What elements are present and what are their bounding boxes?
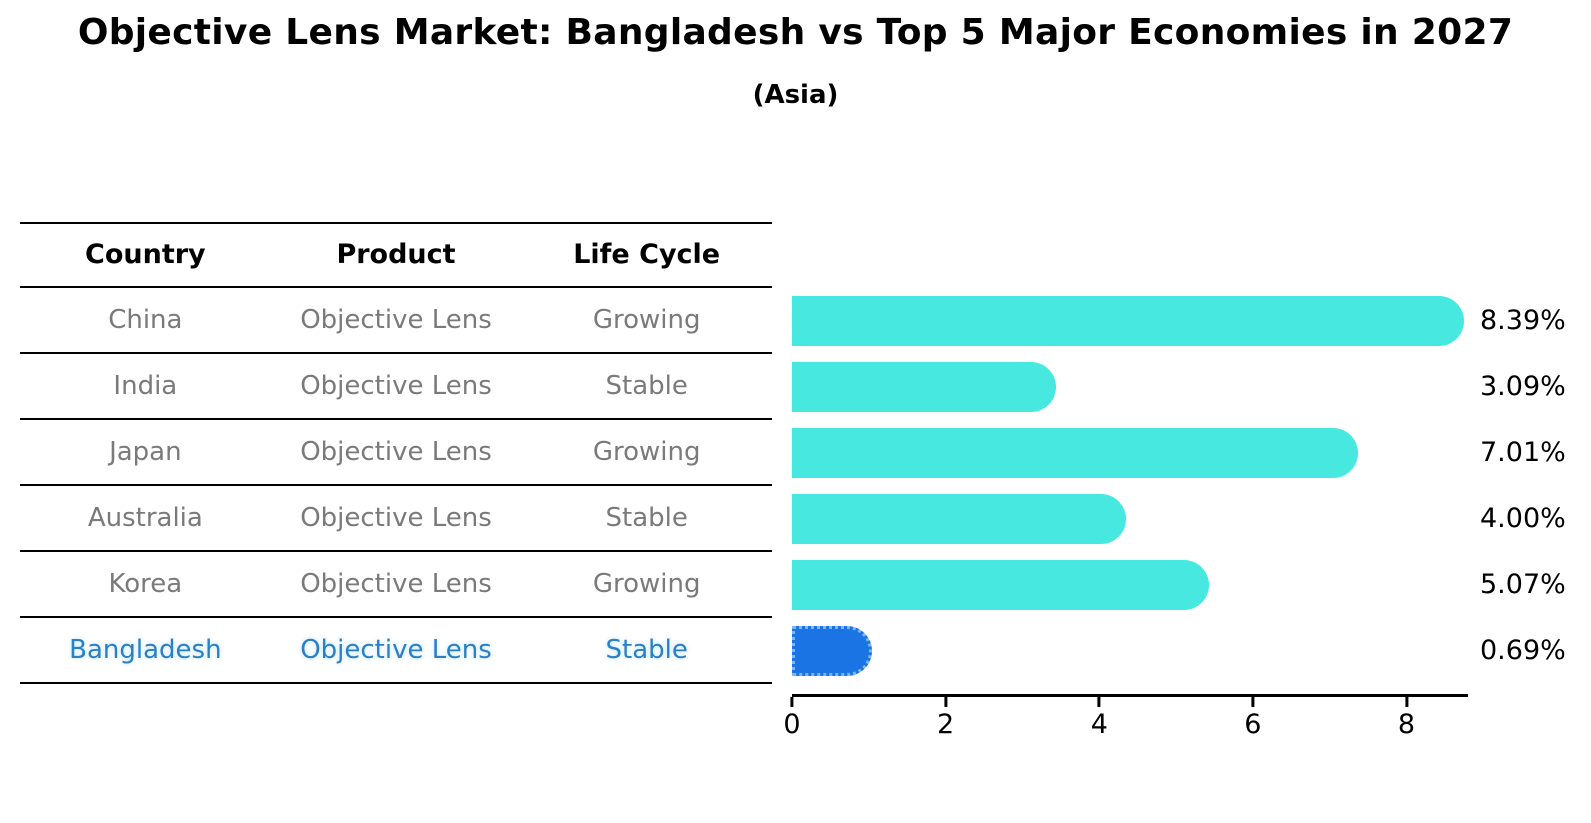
country-cell: Korea [108,569,183,599]
bar-japan [792,428,1358,478]
table-row: Japan Objective Lens Growing [20,420,772,486]
product-cell: Objective Lens [300,305,492,335]
tick-label: 0 [783,709,801,740]
product-cell: Objective Lens [300,503,492,533]
x-axis-tick: 8 [1398,697,1415,740]
column-header-product: Product [336,239,456,270]
bar-korea [792,560,1209,610]
value-label-china: 8.39% [1480,305,1566,336]
tick-label: 6 [1244,709,1262,740]
bar-india [792,362,1057,412]
country-cell: India [113,371,178,401]
x-axis-tick: 2 [937,697,954,740]
life-cycle-cell: Stable [605,635,688,665]
tick-mark [1097,697,1101,707]
life-cycle-cell: Growing [592,305,701,335]
country-cell: Japan [109,437,182,467]
product-cell: Objective Lens [300,635,492,665]
bar-row [792,288,1562,354]
x-axis-tick: 6 [1244,697,1261,740]
tick-label: 8 [1397,709,1416,740]
table-row: Korea Objective Lens Growing [20,552,772,618]
value-label-bangladesh: 0.69% [1480,635,1566,666]
bar-row [792,420,1562,486]
column-header-life-cycle: Life Cycle [573,239,721,270]
value-label-india: 3.09% [1480,371,1566,402]
bar-bangladesh [792,626,872,676]
value-label-korea: 5.07% [1480,569,1566,600]
life-cycle-cell: Growing [592,569,701,599]
chart-subtitle: (Asia) [752,80,839,110]
chart-title: Objective Lens Market: Bangladesh vs Top… [77,12,1514,53]
x-axis-tick: 4 [1091,697,1108,740]
tick-mark [790,697,794,707]
tick-mark [944,697,948,707]
x-axis-line [792,694,1468,697]
life-cycle-cell: Growing [592,437,701,467]
tick-label: 2 [937,709,955,740]
life-cycle-cell: Stable [605,371,688,401]
table-row: China Objective Lens Growing [20,288,772,354]
bar-china [792,296,1464,346]
table-row: Australia Objective Lens Stable [20,486,772,552]
tick-mark [1405,697,1408,707]
x-axis: 0 2 4 6 8 [783,694,1468,754]
bar-plot-area [792,288,1562,684]
table-header-row: Country Product Life Cycle [20,222,772,288]
country-cell: Australia [87,503,203,533]
country-table: Country Product Life Cycle China Objecti… [20,222,772,684]
table-row-highlighted: Bangladesh Objective Lens Stable [20,618,772,684]
value-label-australia: 4.00% [1480,503,1566,534]
product-cell: Objective Lens [300,437,492,467]
value-label-japan: 7.01% [1480,437,1566,468]
country-cell: China [108,305,183,335]
country-cell: Bangladesh [69,635,222,665]
table-row: India Objective Lens Stable [20,354,772,420]
x-axis-tick: 0 [783,697,801,740]
tick-mark [1251,697,1255,707]
bar-australia [792,494,1127,544]
bar-row [792,618,1562,684]
bar-row [792,354,1562,420]
bar-row [792,552,1562,618]
product-cell: Objective Lens [300,371,492,401]
column-header-country: Country [85,239,206,270]
product-cell: Objective Lens [300,569,492,599]
tick-label: 4 [1090,709,1108,740]
value-labels: 8.39% 3.09% 7.01% 4.00% 5.07% 0.69% [1480,288,1590,684]
life-cycle-cell: Stable [605,503,688,533]
bar-row [792,486,1562,552]
